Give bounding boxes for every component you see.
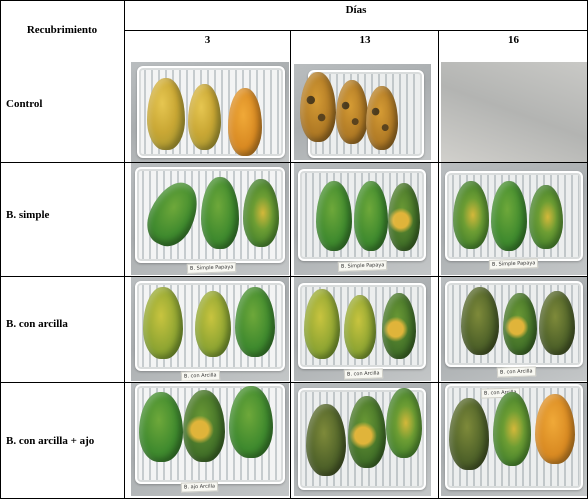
papaya	[366, 86, 398, 150]
photo-b-arcilla-day13: B. con Arcilla	[294, 277, 431, 381]
papaya	[348, 396, 386, 468]
photo-control-day13	[294, 64, 431, 160]
papaya	[461, 287, 499, 355]
papaya	[382, 293, 416, 359]
papaya	[304, 289, 340, 359]
header-divider	[124, 30, 588, 31]
papaya	[388, 183, 420, 251]
tray-label: B. Simple Papaya	[337, 260, 388, 272]
photo-b-arcilla-ajo-day13	[294, 382, 431, 496]
photo-b-arcilla-day3: B. con Arcilla	[131, 277, 289, 381]
photo-control-day16	[441, 62, 587, 162]
papaya	[386, 388, 422, 458]
table-border-left	[0, 0, 1, 499]
tray	[308, 70, 424, 158]
papaya	[529, 185, 563, 249]
papaya	[229, 386, 273, 458]
papaya	[300, 72, 336, 142]
tray-label: B. Simple Papaya	[488, 258, 539, 270]
papaya	[491, 181, 527, 251]
column-divider-3-13	[290, 30, 291, 499]
papaya	[354, 181, 388, 251]
papaya	[493, 392, 531, 466]
tray-label: B. con Arcilla	[343, 368, 383, 380]
row-divider-3	[0, 382, 588, 383]
photo-b-arcilla-ajo-day16: B. con Arcilla	[441, 382, 587, 496]
row-label-control: Control	[6, 98, 43, 110]
photo-b-simple-day3: B. Simple Papaya	[131, 163, 289, 275]
papaya	[188, 84, 221, 150]
papaya	[183, 390, 225, 462]
day-header-13: 13	[359, 34, 371, 46]
papaya	[143, 287, 183, 359]
tray-label: B. ajo Arcilla	[180, 481, 219, 493]
photo-b-arcilla-day16: B. con Arcilla	[441, 277, 587, 381]
papaya	[147, 78, 185, 150]
papaya	[539, 291, 575, 355]
papaya	[344, 295, 376, 359]
table-border-top	[0, 0, 588, 1]
day-header-3: 3	[204, 34, 211, 46]
row-divider-2	[0, 276, 588, 277]
papaya	[139, 392, 183, 462]
row-label-b-con-arcilla-ajo: B. con arcilla + ajo	[6, 435, 95, 447]
coating-column-header: Recubrimiento	[26, 24, 98, 36]
days-header: Días	[345, 4, 367, 16]
papaya	[306, 404, 346, 476]
papaya	[535, 394, 575, 464]
papaya	[235, 287, 275, 357]
papaya	[195, 291, 231, 357]
papaya	[503, 293, 537, 355]
papaya	[228, 88, 262, 156]
papaya	[336, 80, 368, 144]
row-label-b-con-arcilla: B. con arcilla	[6, 318, 68, 330]
papaya	[243, 179, 279, 247]
photo-b-simple-day16: B. Simple Papaya	[441, 163, 587, 275]
papaya	[201, 177, 239, 249]
day-header-16: 16	[508, 34, 519, 46]
photo-control-day3	[131, 62, 289, 162]
column-divider-13-16	[438, 30, 439, 499]
row-label-b-simple: B. simple	[6, 209, 50, 221]
tray-label: B. Simple Papaya	[186, 262, 237, 274]
tray-label: B. con Arcilla	[496, 366, 536, 378]
tray-label: B. con Arcilla	[180, 370, 220, 381]
papaya	[449, 398, 489, 470]
column-divider-label	[124, 0, 125, 499]
photo-b-arcilla-ajo-day3: B. ajo Arcilla	[131, 382, 289, 496]
photo-b-simple-day13: B. Simple Papaya	[294, 163, 431, 275]
row-divider-1	[0, 162, 588, 163]
papaya	[316, 181, 352, 251]
papaya	[453, 181, 489, 249]
